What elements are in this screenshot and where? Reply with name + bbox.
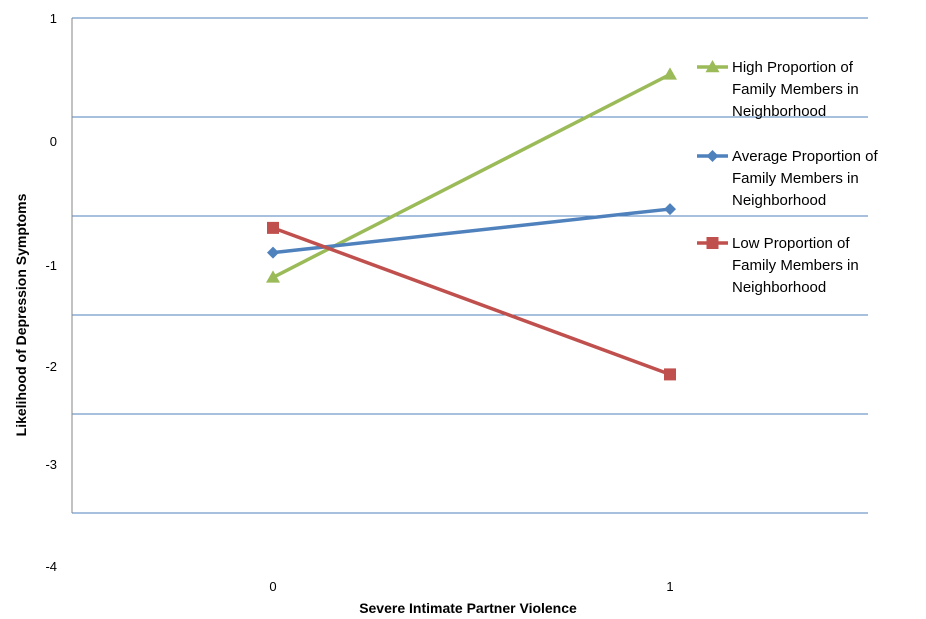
legend-entry: High Proportion of Family Members in Neigh… xyxy=(697,59,859,120)
y-tick-label: -3 xyxy=(45,457,57,472)
legend-swatch-marker xyxy=(706,150,719,162)
legend-label: High Proportion of Family Members in Neigh… xyxy=(732,59,859,120)
legend-swatch-marker xyxy=(706,237,719,249)
data-point xyxy=(267,221,279,234)
y-tick-label: -4 xyxy=(45,559,57,574)
data-point xyxy=(664,203,676,216)
y-tick-label: -1 xyxy=(45,258,57,273)
series-line xyxy=(272,72,671,279)
x-tick-label: 1 xyxy=(666,579,673,594)
y-tick-label: -2 xyxy=(45,359,57,374)
legend-entry: Low Proportion of Family Members in Neighb… xyxy=(697,235,859,296)
x-tick-label: 0 xyxy=(269,579,276,594)
y-tick-label: 0 xyxy=(50,134,57,149)
y-tick-label: 1 xyxy=(50,11,57,26)
y-axis-title: Likelihood of Depression Symptoms xyxy=(13,193,29,436)
x-axis-title: Severe Intimate Partner Violence xyxy=(359,600,577,616)
series-line xyxy=(272,207,671,255)
legend-label: Average Proportion of Family Members in Ne… xyxy=(732,148,878,209)
legend-label: Low Proportion of Family Members in Neighb… xyxy=(732,235,859,296)
gridlines xyxy=(72,17,868,514)
series-line xyxy=(272,226,671,377)
series-lines xyxy=(266,67,677,381)
data-point xyxy=(664,368,676,381)
series-triangle xyxy=(266,67,677,283)
legend-swatch-marker xyxy=(705,60,720,73)
data-point xyxy=(266,270,280,283)
data-point xyxy=(663,67,677,80)
series-diamond xyxy=(267,203,676,259)
y-tick-labels: 1 0 -1 -2 -3 -4 xyxy=(45,11,57,574)
data-point xyxy=(267,246,279,259)
series-square xyxy=(267,221,676,381)
legend-entry: Average Proportion of Family Members in Ne… xyxy=(697,148,878,209)
legend: High Proportion of Family Members in Neigh… xyxy=(697,59,878,296)
